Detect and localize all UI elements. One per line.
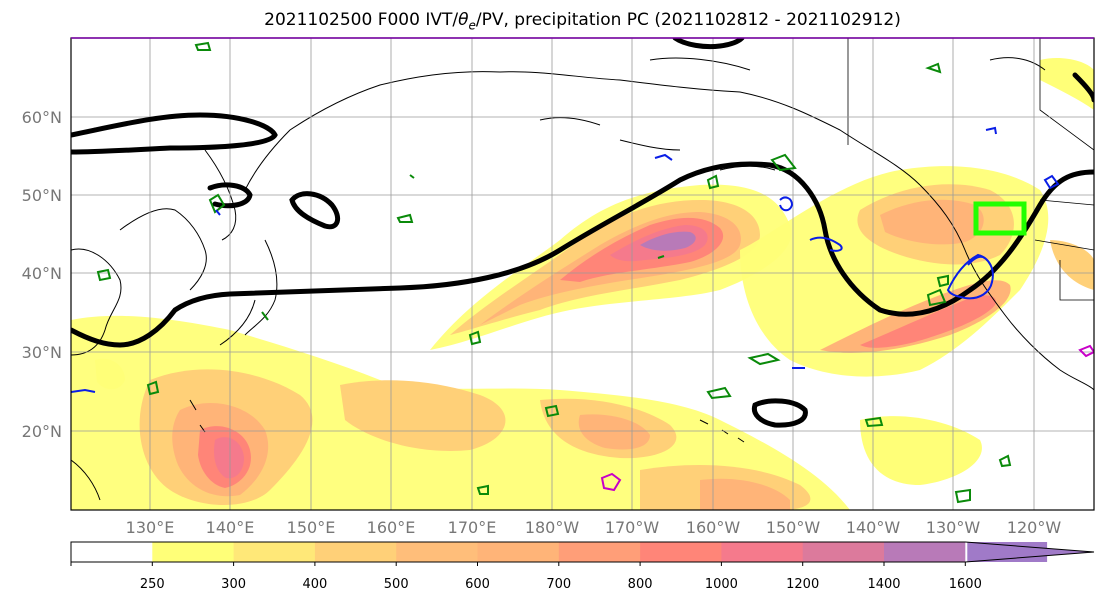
lat-label: 40°N [22,264,62,283]
lon-label: 150°E [287,518,336,537]
colorbar-label: 1200 [786,577,819,592]
lon-label: 140°E [206,518,255,537]
lon-label: 130°E [126,518,175,537]
lon-label: 180°W [525,518,580,537]
lon-label: 120°W [1007,518,1062,537]
colorbar: 250 300 400 500 600 700 800 1000 1200 1400 1600 [70,541,1095,592]
lat-label: 30°N [22,343,62,362]
colorbar-label: 400 [302,577,327,592]
colorbar-segment [314,542,397,562]
ivt-contours [71,38,1094,428]
colorbar-extend [965,542,1094,562]
colorbar-segment [558,542,641,562]
colorbar-segment [477,542,560,562]
lon-label: 160°W [686,518,741,537]
colorbar-segment [802,542,885,562]
latitude-labels: 60°N 50°N 40°N 30°N 20°N [22,108,62,441]
colorbar-segment [152,542,235,562]
colorbar-gap [965,541,968,563]
lon-label: 130°W [926,518,981,537]
colorbar-label: 1000 [705,577,738,592]
lon-label: 170°W [605,518,660,537]
lat-label: 20°N [22,422,62,441]
colorbar-label: 700 [546,577,571,592]
colorbar-label: 600 [465,577,490,592]
map-area [71,38,1094,510]
title-sub: e [468,18,476,33]
title-rest: /PV, precipitation PC (2021102812 - 2021… [475,10,901,30]
colorbar-label: 250 [140,577,165,592]
pv-contours-green [96,41,1012,504]
pv-contours-magenta [600,344,1094,492]
colorbar-label: 1600 [949,577,982,592]
colorbar-label: 500 [384,577,409,592]
target-region-box [973,201,1027,236]
ivt-shading [71,58,1094,510]
colorbar-outline [70,541,1095,563]
map-title: 2021102500 F000 IVT/θe/PV, precipitation… [0,10,1105,32]
gridlines [71,38,1094,510]
title-theta: θ [458,10,469,30]
colorbar-segment [233,542,316,562]
lat-label: 60°N [22,108,62,127]
colorbar-segment [640,542,722,562]
colorbar-label: 800 [628,577,653,592]
lon-label: 160°E [367,518,416,537]
longitude-labels: 130°E 140°E 150°E 160°E 170°E 180°W 170°W 160°W… [126,518,1062,537]
colorbar-segment [396,542,478,562]
colorbar-label: 300 [221,577,246,592]
title-main: 2021102500 F000 IVT/ [264,10,459,30]
colorbar-segment [884,542,966,562]
lon-label: 150°W [766,518,821,537]
lon-label: 170°E [448,518,497,537]
colorbar-segment [71,542,153,562]
lat-label: 50°N [22,186,62,205]
colorbar-label: 1400 [867,577,900,592]
colorbar-segment [721,542,804,562]
lon-label: 140°W [846,518,901,537]
pv-contours-blue [71,126,1060,393]
